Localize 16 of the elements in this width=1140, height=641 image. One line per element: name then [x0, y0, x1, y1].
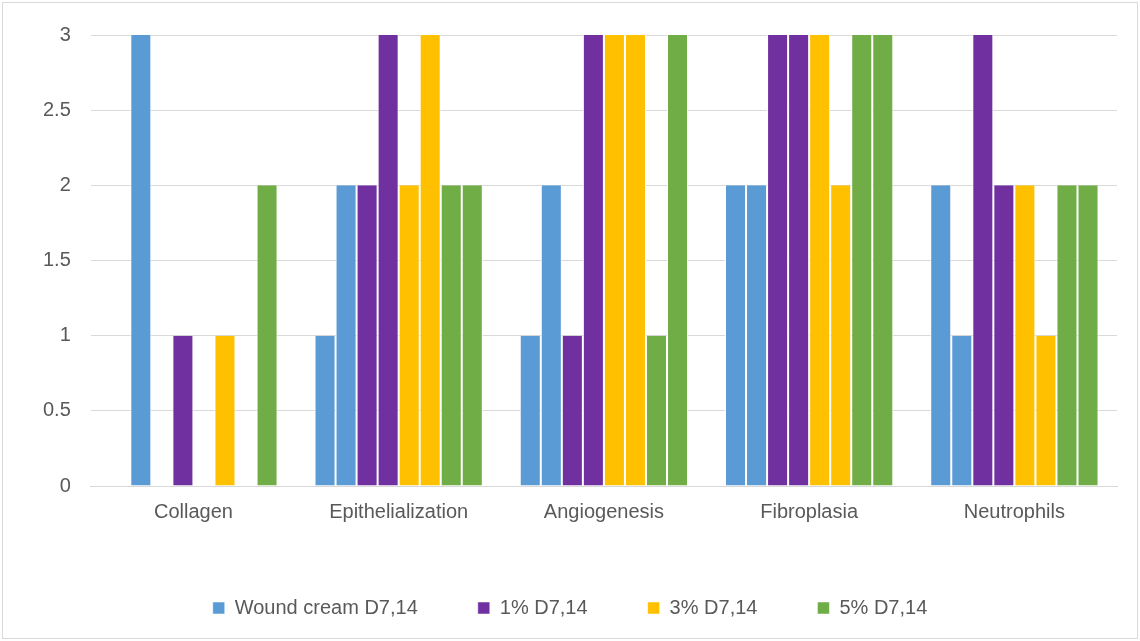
- y-tick-label: 0: [59, 473, 71, 496]
- x-tick-label: Angiogenesis: [543, 499, 664, 522]
- y-tick-label: 0.5: [42, 398, 71, 421]
- legend-label: 5% D7,14: [839, 595, 928, 618]
- x-tick-label: Epithelialization: [329, 499, 469, 522]
- legend-label: Wound cream D7,14: [234, 595, 418, 618]
- x-tick-label: Neutrophils: [963, 499, 1065, 522]
- y-tick-label: 1.5: [42, 248, 71, 271]
- y-tick-label: 1: [59, 323, 71, 346]
- x-tick-label: Collagen: [153, 499, 233, 522]
- x-tick-label: Fibroplasia: [760, 499, 859, 522]
- y-tick-label: 3: [59, 22, 71, 45]
- legend-label: 3% D7,14: [669, 595, 758, 618]
- y-tick-label: 2: [59, 172, 71, 195]
- y-tick-label: 2.5: [42, 97, 71, 120]
- legend-label: 1% D7,14: [499, 595, 588, 618]
